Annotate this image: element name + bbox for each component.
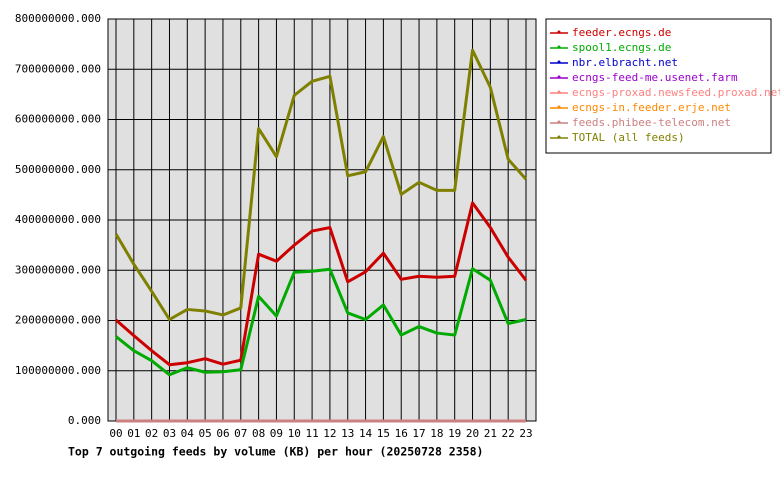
- x-tick-label: 12: [323, 427, 336, 440]
- y-tick-label: 100000000.000: [15, 364, 101, 377]
- x-tick-label: 01: [127, 427, 140, 440]
- y-tick-label: 700000000.000: [15, 62, 101, 75]
- x-tick-label: 08: [252, 427, 265, 440]
- legend-dot: [557, 105, 561, 109]
- legend-dot: [557, 135, 561, 139]
- y-tick-label: 0.000: [68, 414, 101, 427]
- x-tick-label: 22: [502, 427, 515, 440]
- legend-dot: [557, 90, 561, 94]
- x-tick-label: 19: [448, 427, 461, 440]
- legend-label: feeds.phibee-telecom.net: [572, 116, 731, 129]
- legend-dot: [557, 45, 561, 49]
- x-tick-label: 20: [466, 427, 479, 440]
- x-tick-label: 03: [163, 427, 176, 440]
- legend-dot: [557, 60, 561, 64]
- y-tick-label: 500000000.000: [15, 163, 101, 176]
- x-tick-label: 21: [484, 427, 497, 440]
- y-tick-label: 600000000.000: [15, 113, 101, 126]
- x-tick-label: 14: [359, 427, 373, 440]
- legend-box: [545, 18, 772, 154]
- series-line: [114, 48, 528, 321]
- series-line: [115, 201, 528, 367]
- x-tick-label: 11: [305, 427, 318, 440]
- chart-title: Top 7 outgoing feeds by volume (KB) per …: [68, 445, 483, 459]
- legend-label: ecngs-proxad.newsfeed.proxad.net: [572, 86, 780, 99]
- x-tick-label: 06: [216, 427, 229, 440]
- x-tick-label: 23: [519, 427, 532, 440]
- y-tick-label: 300000000.000: [15, 263, 101, 276]
- legend-label: spool1.ecngs.de: [572, 41, 671, 54]
- x-tick-label: 07: [234, 427, 247, 440]
- x-tick-label: 04: [181, 427, 195, 440]
- x-tick-label: 18: [430, 427, 443, 440]
- x-tick-label: 10: [288, 427, 301, 440]
- x-tick-label: 05: [199, 427, 212, 440]
- series-line: [115, 267, 527, 377]
- legend-label: feeder.ecngs.de: [572, 26, 671, 39]
- legend-label: nbr.elbracht.net: [572, 56, 678, 69]
- y-tick-label: 800000000.000: [15, 12, 101, 25]
- y-tick-label: 200000000.000: [15, 314, 101, 327]
- x-tick-label: 17: [412, 427, 425, 440]
- x-tick-label: 00: [109, 427, 122, 440]
- x-tick-label: 15: [377, 427, 390, 440]
- x-tick-label: 09: [270, 427, 283, 440]
- x-tick-label: 13: [341, 427, 354, 440]
- legend-label: TOTAL (all feeds): [572, 131, 685, 144]
- legend-dot: [557, 30, 561, 34]
- legend-dot: [557, 120, 561, 124]
- x-tick-label: 16: [395, 427, 408, 440]
- y-tick-label: 400000000.000: [15, 213, 101, 226]
- legend-label: ecngs-in.feeder.erje.net: [572, 101, 731, 114]
- legend-label: ecngs-feed-me.usenet.farm: [572, 71, 738, 84]
- legend-dot: [557, 75, 561, 79]
- x-tick-label: 02: [145, 427, 158, 440]
